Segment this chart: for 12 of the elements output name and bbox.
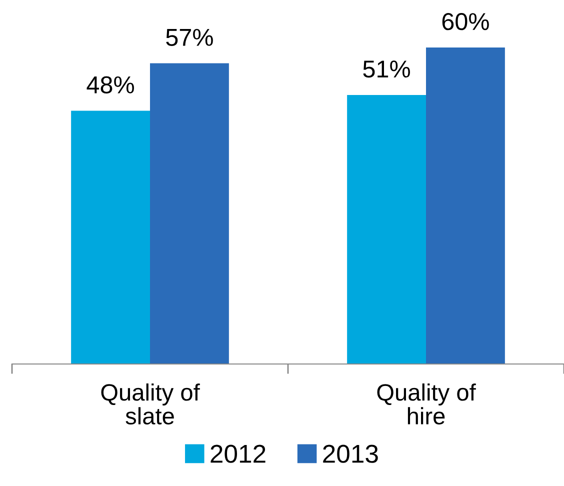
- x-tick-label: Quality of hire: [377, 383, 476, 425]
- bar: [426, 47, 505, 364]
- data-label: 48%: [86, 76, 134, 94]
- legend-label: 2013: [323, 444, 378, 463]
- data-label: 57%: [166, 28, 213, 46]
- data-label: 51%: [363, 60, 410, 78]
- bar: [347, 94, 426, 364]
- data-label: 60%: [442, 12, 489, 30]
- x-tick-label: Quality of slate: [101, 383, 200, 425]
- bar: [150, 63, 229, 364]
- legend-label: 2012: [210, 444, 266, 463]
- bar: [71, 110, 150, 364]
